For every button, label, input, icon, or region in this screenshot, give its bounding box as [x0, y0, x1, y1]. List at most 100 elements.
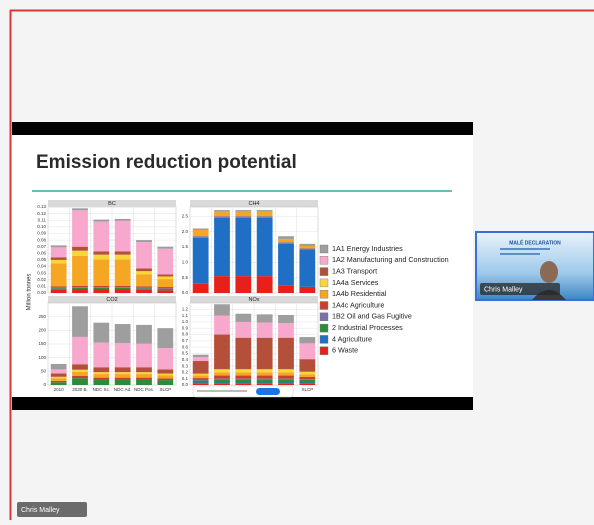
panel-header: [48, 296, 176, 303]
bar-segment: [72, 255, 88, 286]
y-tick-label: 0.0: [182, 382, 189, 387]
thumbnail-text-placeholder: [500, 248, 550, 250]
legend-swatch: [319, 267, 329, 276]
bar-segment: [93, 289, 110, 293]
legend-label: 2 Industrial Processes: [332, 323, 403, 332]
bar-segment: [114, 251, 131, 255]
bar-segment: [136, 242, 152, 269]
bar-segment: [157, 348, 174, 370]
bar-segment: [72, 285, 88, 288]
bar-segment: [157, 248, 174, 275]
legend-swatch: [319, 301, 329, 310]
y-tick-label: 1.0: [182, 319, 189, 324]
bar-segment: [192, 380, 209, 383]
bar-segment: [214, 210, 230, 212]
legend-swatch: [319, 244, 329, 254]
legend-swatch: [319, 346, 329, 355]
bar-segment: [93, 254, 110, 260]
bar-segment: [192, 373, 209, 376]
bar-segment: [157, 279, 174, 288]
bar-segment: [136, 288, 152, 290]
bar-segment: [299, 383, 316, 385]
y-tick-label: 0.6: [182, 344, 189, 349]
bar-segment: [214, 315, 230, 335]
bar-segment: [93, 285, 110, 288]
bar-segment: [136, 271, 152, 275]
chart-panel: CH4 0.0 0.5 1.0 1.5 2.0 2.5: [182, 200, 319, 295]
bar-segment: [50, 287, 67, 289]
stop-sharing-button[interactable]: [256, 388, 280, 395]
bar-segment: [299, 379, 316, 383]
bar-segment: [299, 243, 316, 247]
bar-segment: [114, 259, 131, 286]
bar-segment: [299, 374, 316, 377]
bar-segment: [278, 383, 294, 385]
participant-thumbnail[interactable]: MALÉ DECLARATION Chris Malley: [475, 231, 594, 301]
bar-segment: [50, 263, 67, 287]
bar-segment: [72, 336, 88, 365]
bar-segment: [192, 230, 209, 237]
bar-segment: [192, 357, 209, 362]
bar-segment: [50, 369, 67, 374]
bar-segment: [72, 210, 88, 247]
bar-segment: [136, 343, 152, 368]
bar-segment: [278, 375, 294, 379]
bar-segment: [50, 380, 67, 383]
bar-segment: [214, 217, 230, 277]
y-tick-label: 2.5: [182, 213, 189, 218]
y-tick-label: 1.1: [182, 313, 189, 318]
bar-segment: [136, 377, 152, 380]
bar-segment: [256, 383, 273, 385]
legend-swatch: [319, 312, 329, 321]
bar-segment: [93, 259, 110, 286]
y-tick-label: 0: [43, 382, 46, 387]
bar-segment: [50, 376, 67, 379]
bar-segment: [157, 328, 174, 349]
bar-segment: [256, 210, 273, 212]
bar-segment: [214, 375, 230, 379]
bar-segment: [256, 216, 273, 218]
bar-segment: [114, 254, 131, 260]
y-tick-label: 0.07: [37, 244, 46, 249]
bar-segment: [50, 373, 67, 377]
chart-panel: NOx 0.00.10.2 0.30.40.5 0.60.70.8 0.91.01.1 1…: [182, 296, 319, 392]
bar-segment: [157, 375, 174, 379]
bar-segment: [299, 359, 316, 372]
legend-label: 1A4a Services: [332, 278, 379, 287]
bar-segment: [157, 289, 174, 291]
y-tick-label: 0.09: [37, 231, 46, 236]
bar-segment: [214, 372, 230, 376]
panel-header: [48, 200, 176, 207]
bar-segment: [136, 367, 152, 373]
bar-segment: [192, 237, 209, 284]
panel-title: BC: [108, 201, 116, 207]
popup-text-placeholder: [197, 390, 247, 392]
bar-segment: [278, 369, 294, 373]
bar-segment: [93, 342, 110, 368]
legend-label: 1A4b Residential: [332, 289, 387, 298]
bar-segment: [50, 259, 67, 264]
bar-segment: [299, 246, 316, 249]
bar-segment: [93, 287, 110, 288]
y-tick-label: 0.00: [37, 290, 46, 295]
bar-segment: [136, 372, 152, 375]
bar-segment: [299, 379, 316, 380]
bar-segment: [136, 374, 152, 378]
legend-label: 1A2 Manufacturing and Construction: [332, 255, 449, 264]
bar-segment: [93, 377, 110, 380]
bar-segment: [214, 334, 230, 370]
bar-segment: [50, 247, 67, 258]
bar-segment: [235, 313, 252, 322]
bar-segment: [299, 337, 316, 344]
bar-segment: [214, 383, 230, 385]
y-tick-label: 0.7: [182, 338, 189, 343]
bar-segment: [114, 287, 131, 290]
bar-segment: [235, 276, 252, 293]
y-tick-label: 2.0: [182, 229, 189, 234]
slide-title: Emission reduction potential: [36, 152, 297, 173]
bar-segment: [192, 383, 209, 385]
legend-swatch: [319, 323, 329, 333]
legend-label: 1A1 Energy Industries: [332, 244, 403, 253]
bar-segment: [93, 251, 110, 255]
